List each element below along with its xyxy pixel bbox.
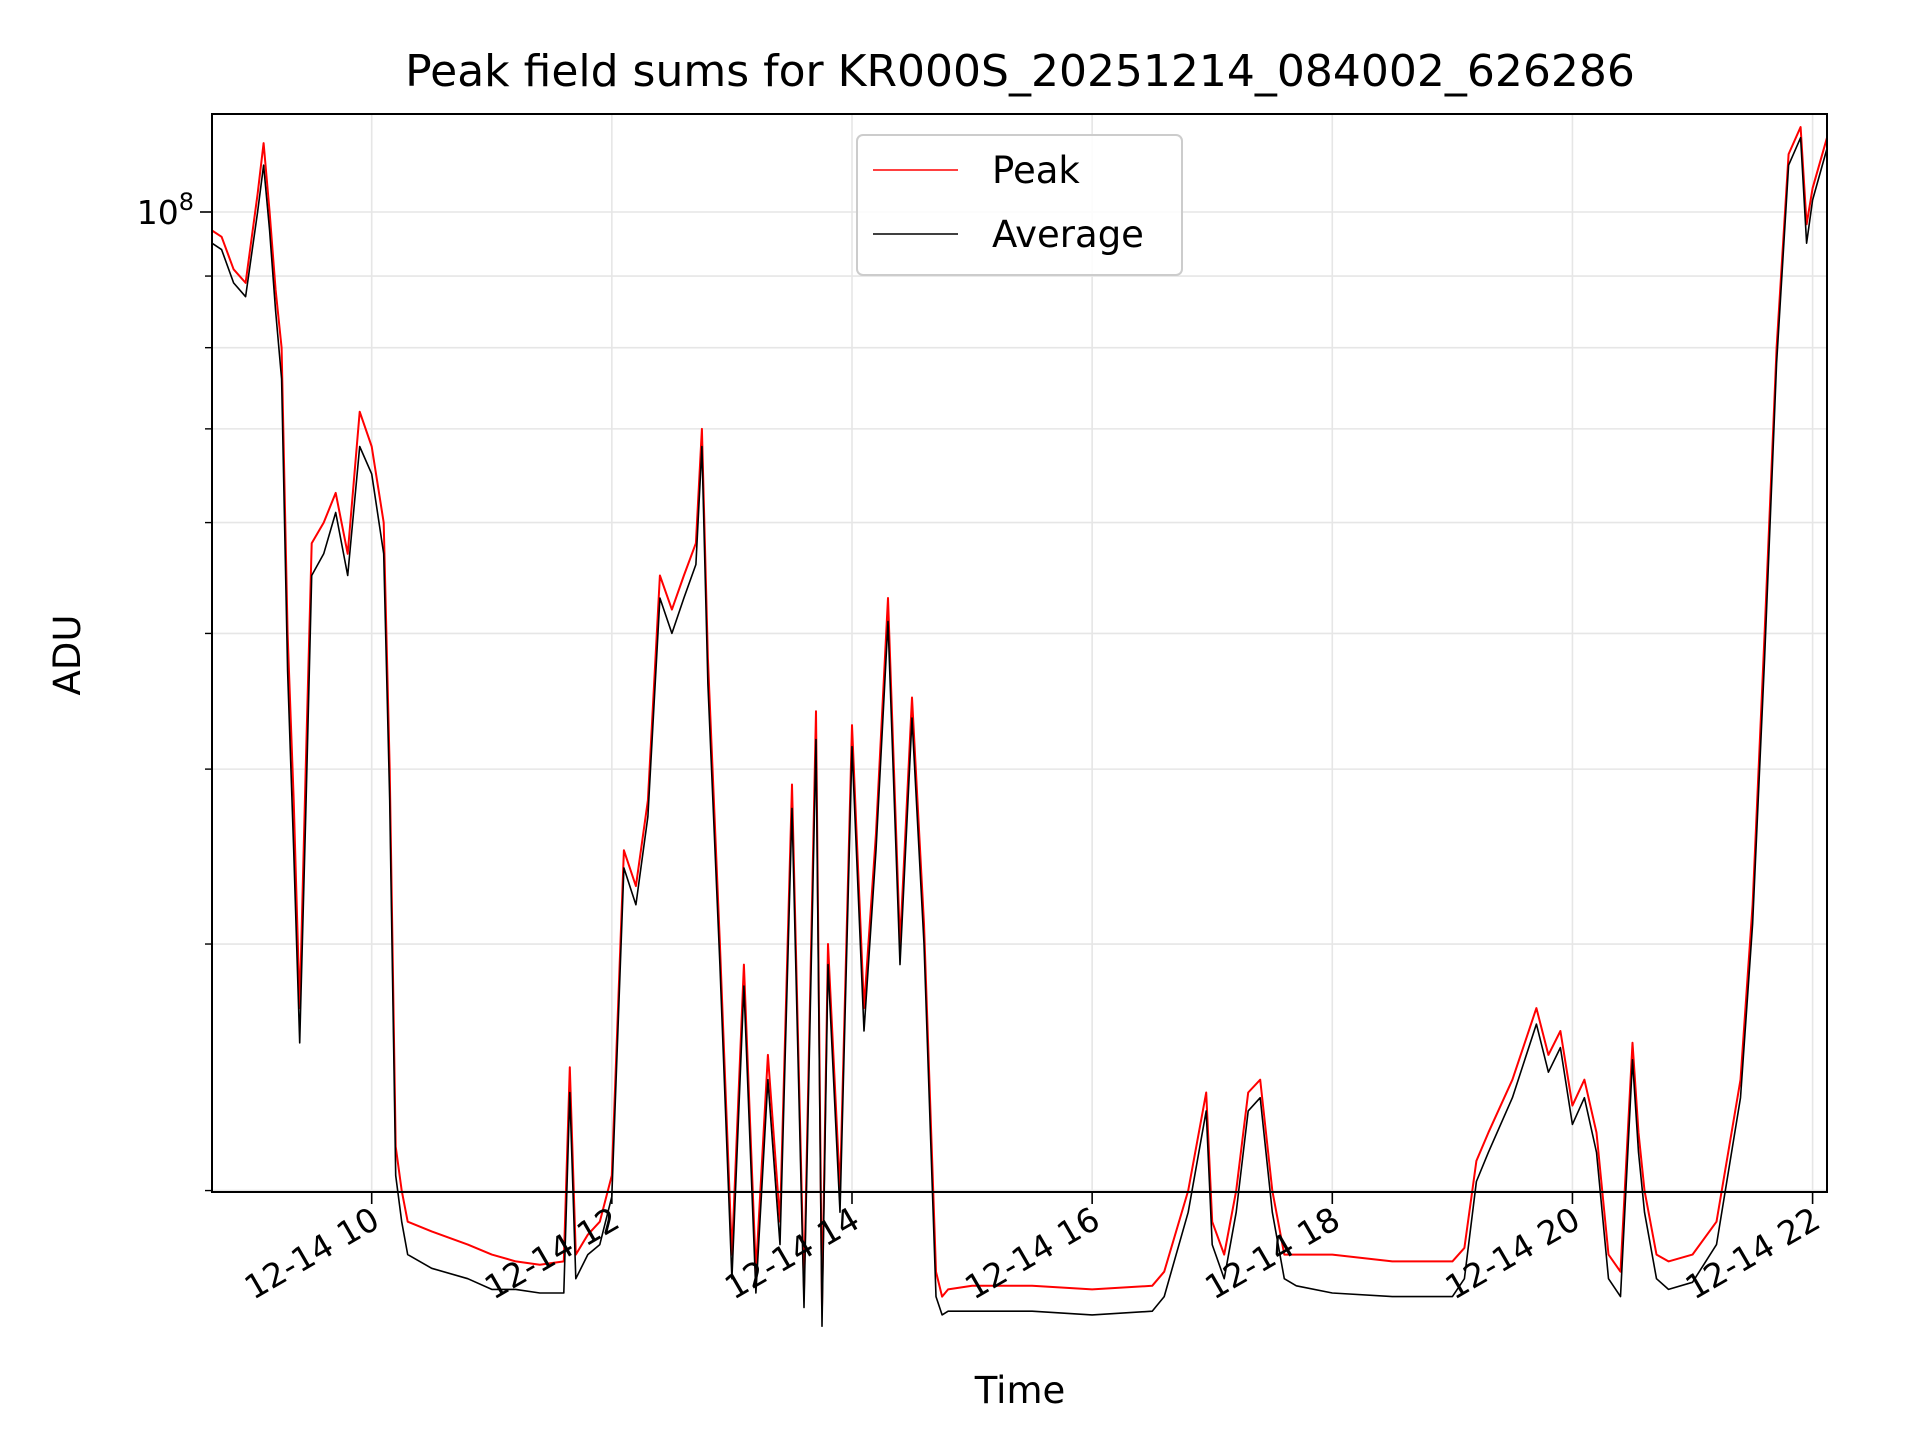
plot-frame bbox=[211, 113, 1828, 1193]
y-axis-label: ADU bbox=[46, 615, 89, 696]
legend-label-peak: Peak bbox=[992, 149, 1080, 192]
series-layer bbox=[211, 126, 1828, 1327]
series-line-average bbox=[211, 136, 1828, 1327]
legend-label-average: Average bbox=[992, 213, 1144, 256]
x-axis-label: Time bbox=[974, 1369, 1066, 1412]
legend: Peak Average bbox=[856, 134, 1183, 276]
grid-layer bbox=[212, 114, 1827, 1192]
y-tick-label: 108 bbox=[137, 188, 194, 232]
chart-title: Peak field sums for KR000S_20251214_0840… bbox=[405, 46, 1635, 97]
y-tick-label-exponent: 8 bbox=[179, 188, 194, 216]
